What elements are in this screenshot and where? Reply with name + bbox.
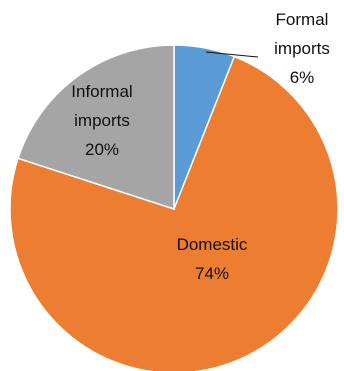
informal-imports-label-line-2: imports xyxy=(74,111,130,130)
formal-imports-label-line-1: Formal xyxy=(276,10,329,29)
informal-imports-slice xyxy=(17,44,175,211)
domestic-percent: 74% xyxy=(195,264,229,283)
informal-imports-percent: 20% xyxy=(85,140,119,159)
formal-imports-label-line-2: imports xyxy=(274,39,330,58)
formal-imports-data-label: Formal imports 6% xyxy=(274,10,330,87)
formal-imports-leader-line xyxy=(205,51,259,58)
domestic-label-line-1: Domestic xyxy=(177,235,248,254)
formal-imports-percent: 6% xyxy=(290,68,315,87)
domestic-slice xyxy=(9,55,339,371)
informal-imports-label-line-1: Informal xyxy=(71,82,132,101)
informal-imports-data-label: Informal imports 20% xyxy=(71,82,132,159)
pie-slices xyxy=(9,44,339,371)
domestic-data-label: Domestic 74% xyxy=(177,235,248,283)
